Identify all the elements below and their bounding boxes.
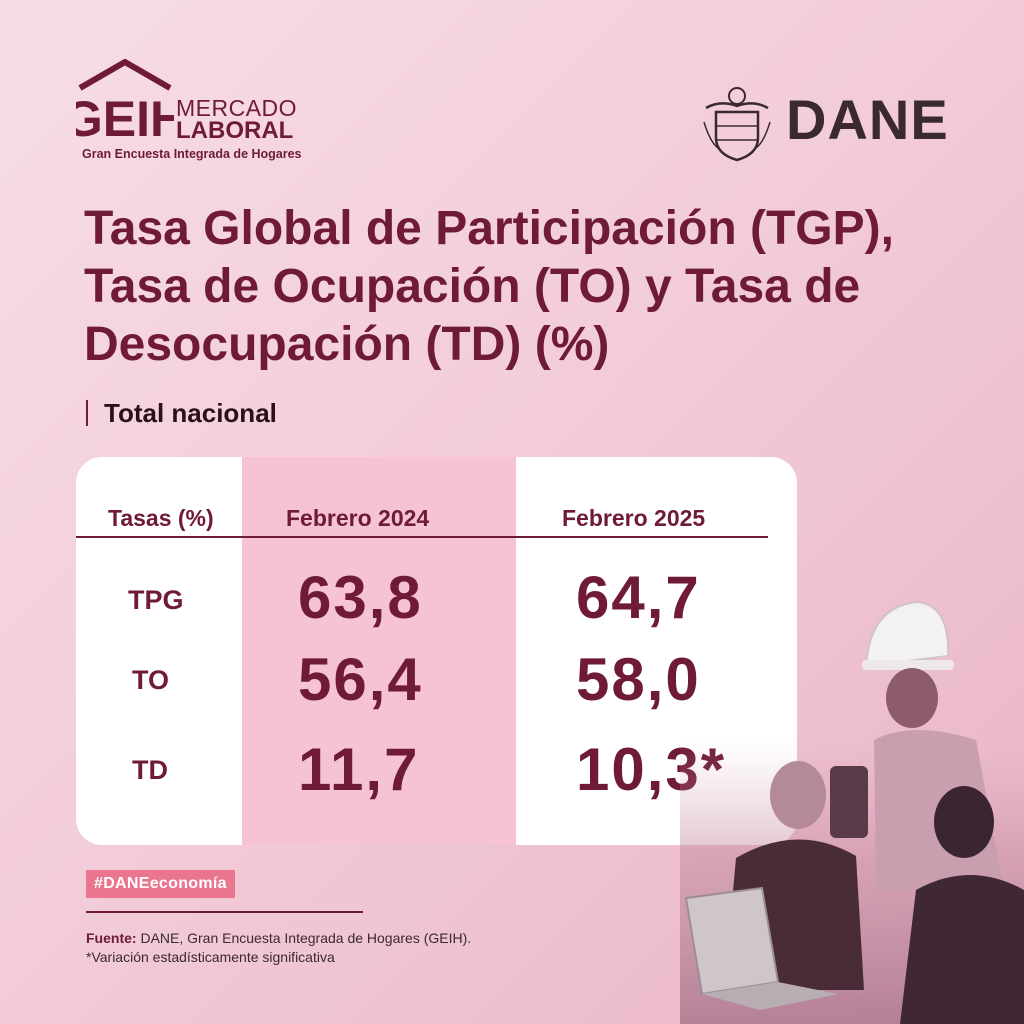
geih-logo-laboral: LABORAL xyxy=(176,117,294,144)
subtitle-divider xyxy=(86,400,88,426)
source-text: DANE, Gran Encuesta Integrada de Hogares… xyxy=(136,930,472,946)
table-header-rule xyxy=(76,536,768,538)
rates-table: Tasas (%) Febrero 2024 Febrero 2025 TPG … xyxy=(76,457,797,845)
geih-logo-mercado: MERCADO xyxy=(176,95,298,121)
table-header-feb-2025: Febrero 2025 xyxy=(562,505,706,531)
source-note: Fuente: DANE, Gran Encuesta Integrada de… xyxy=(86,930,471,946)
significance-note: *Variación estadísticamente significativ… xyxy=(86,949,335,965)
geih-logo-text: GEIH xyxy=(76,91,174,142)
value-to-2025: 58,0 xyxy=(576,646,701,713)
value-to-2024: 56,4 xyxy=(298,646,423,713)
row-label-to: TO xyxy=(132,665,170,695)
highlight-column xyxy=(242,457,516,845)
value-tpg-2024: 63,8 xyxy=(298,564,423,631)
workers-photo xyxy=(680,600,1024,1024)
value-tpg-2025: 64,7 xyxy=(576,564,701,631)
page-subtitle: Total nacional xyxy=(104,398,277,428)
row-label-tpg: TPG xyxy=(128,585,184,615)
table-header-rates: Tasas (%) xyxy=(108,505,214,531)
hashtag-badge: #DANEeconomía xyxy=(86,870,235,898)
geih-logo-subtitle: Gran Encuesta Integrada de Hogares xyxy=(82,147,302,161)
colombia-coat-of-arms-icon xyxy=(703,87,771,162)
source-label: Fuente: xyxy=(86,930,137,946)
dane-logo-text: DANE xyxy=(786,88,949,151)
row-label-td: TD xyxy=(132,755,168,785)
page-title: Tasa Global de Participación (TGP), Tasa… xyxy=(84,202,894,371)
table-header-feb-2024: Febrero 2024 xyxy=(286,505,430,531)
footer-divider xyxy=(86,911,363,913)
geih-logo: GEIH xyxy=(76,59,174,142)
value-td-2024: 11,7 xyxy=(298,736,420,803)
